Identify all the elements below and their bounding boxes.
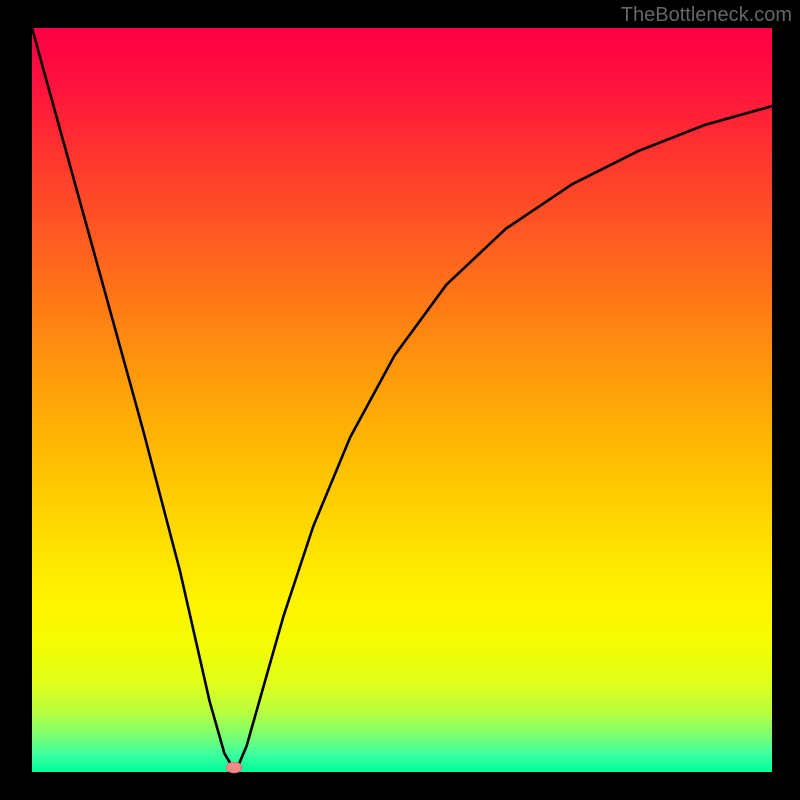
watermark-text: TheBottleneck.com (621, 4, 792, 27)
bottleneck-chart (0, 0, 800, 800)
optimal-point-marker (226, 762, 242, 773)
chart-container: TheBottleneck.com (0, 0, 800, 800)
plot-background (32, 28, 772, 772)
